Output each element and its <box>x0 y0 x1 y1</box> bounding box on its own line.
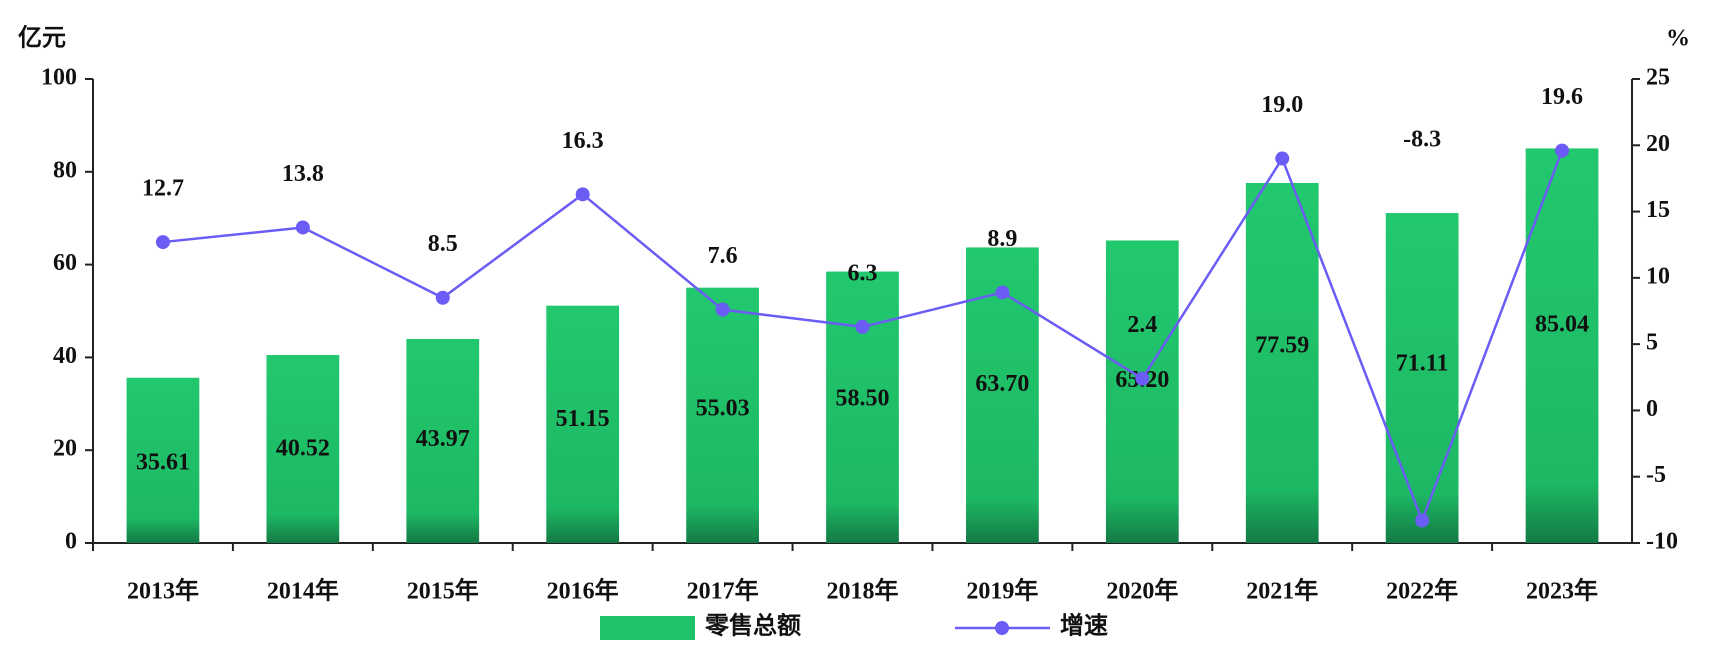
line-point <box>1415 513 1430 528</box>
y-tick-label: 80 <box>53 157 77 183</box>
y-unit: 亿元 <box>18 25 66 52</box>
bar <box>1245 182 1319 543</box>
x-tick-label: 2023年 <box>1526 577 1598 605</box>
y2-tick-label: 0 <box>1646 396 1658 422</box>
bar <box>546 305 620 543</box>
legend-marker <box>995 621 1009 635</box>
y2-tick-label: 5 <box>1646 330 1658 356</box>
bar-value-label: 63.70 <box>975 371 1029 397</box>
line-point <box>715 302 730 317</box>
y2-tick-label: 10 <box>1646 263 1670 289</box>
y2-unit: % <box>1666 26 1690 52</box>
line-point <box>1135 371 1150 386</box>
x-tick-label: 2017年 <box>687 577 759 605</box>
bar-value-label: 58.50 <box>836 386 890 412</box>
y-tick-label: 40 <box>53 343 77 369</box>
y2-tick-label: 25 <box>1646 65 1670 91</box>
bar-value-label: 35.61 <box>136 449 190 475</box>
bar-value-label: 77.59 <box>1255 332 1309 358</box>
line-point <box>155 235 170 250</box>
x-tick-label: 2015年 <box>407 577 479 605</box>
y-tick-label: 20 <box>53 436 77 462</box>
y2-tick-label: -5 <box>1646 462 1666 488</box>
legend-swatch <box>600 616 695 640</box>
line-point <box>575 187 590 202</box>
y2-tick-label: -10 <box>1646 529 1678 555</box>
bar-value-label: 40.52 <box>276 436 330 462</box>
bar-value-label: 51.15 <box>556 406 610 432</box>
line-value-label: 6.3 <box>848 260 878 286</box>
bar <box>266 354 340 543</box>
line-point <box>1555 143 1570 158</box>
x-tick-label: 2013年 <box>127 577 199 605</box>
y-tick-label: 60 <box>53 250 77 276</box>
bar <box>1385 213 1459 543</box>
bar <box>686 287 759 543</box>
line-value-label: 19.0 <box>1261 92 1303 118</box>
x-tick-label: 2021年 <box>1246 577 1318 605</box>
x-tick-label: 2022年 <box>1386 577 1458 605</box>
bar-value-label: 85.04 <box>1535 312 1589 338</box>
line-point <box>995 285 1010 300</box>
line-point <box>1275 151 1290 166</box>
x-tick-label: 2018年 <box>827 577 899 605</box>
bar <box>1525 148 1599 543</box>
line-value-label: -8.3 <box>1403 127 1441 153</box>
bar-value-label: 71.11 <box>1396 351 1449 377</box>
bar <box>1105 240 1179 544</box>
line-value-label: 19.6 <box>1541 84 1583 110</box>
bar <box>126 377 200 543</box>
y-tick-label: 0 <box>65 529 77 555</box>
line-point <box>855 319 870 334</box>
bar-value-label: 55.03 <box>696 395 750 421</box>
bar <box>406 338 480 543</box>
x-tick-label: 2020年 <box>1106 577 1178 605</box>
y2-tick-label: 20 <box>1646 131 1670 157</box>
line-point <box>435 290 450 305</box>
line-value-label: 13.8 <box>282 161 324 187</box>
line-value-label: 7.6 <box>708 243 738 269</box>
x-tick-label: 2016年 <box>547 577 619 605</box>
line-value-label: 16.3 <box>562 128 604 154</box>
bar-value-label: 43.97 <box>416 426 470 452</box>
y2-tick-label: 15 <box>1646 197 1670 223</box>
line-value-label: 8.9 <box>987 226 1017 252</box>
bar <box>826 271 899 543</box>
x-tick-label: 2019年 <box>966 577 1038 605</box>
legend-label: 增速 <box>1060 612 1108 640</box>
line-value-label: 2.4 <box>1127 312 1157 338</box>
legend-label: 零售总额 <box>704 612 801 640</box>
line-point <box>295 220 310 235</box>
x-tick-label: 2014年 <box>267 577 339 605</box>
y-tick-label: 100 <box>41 65 77 91</box>
line-value-label: 12.7 <box>142 176 184 202</box>
line-value-label: 8.5 <box>428 231 458 257</box>
